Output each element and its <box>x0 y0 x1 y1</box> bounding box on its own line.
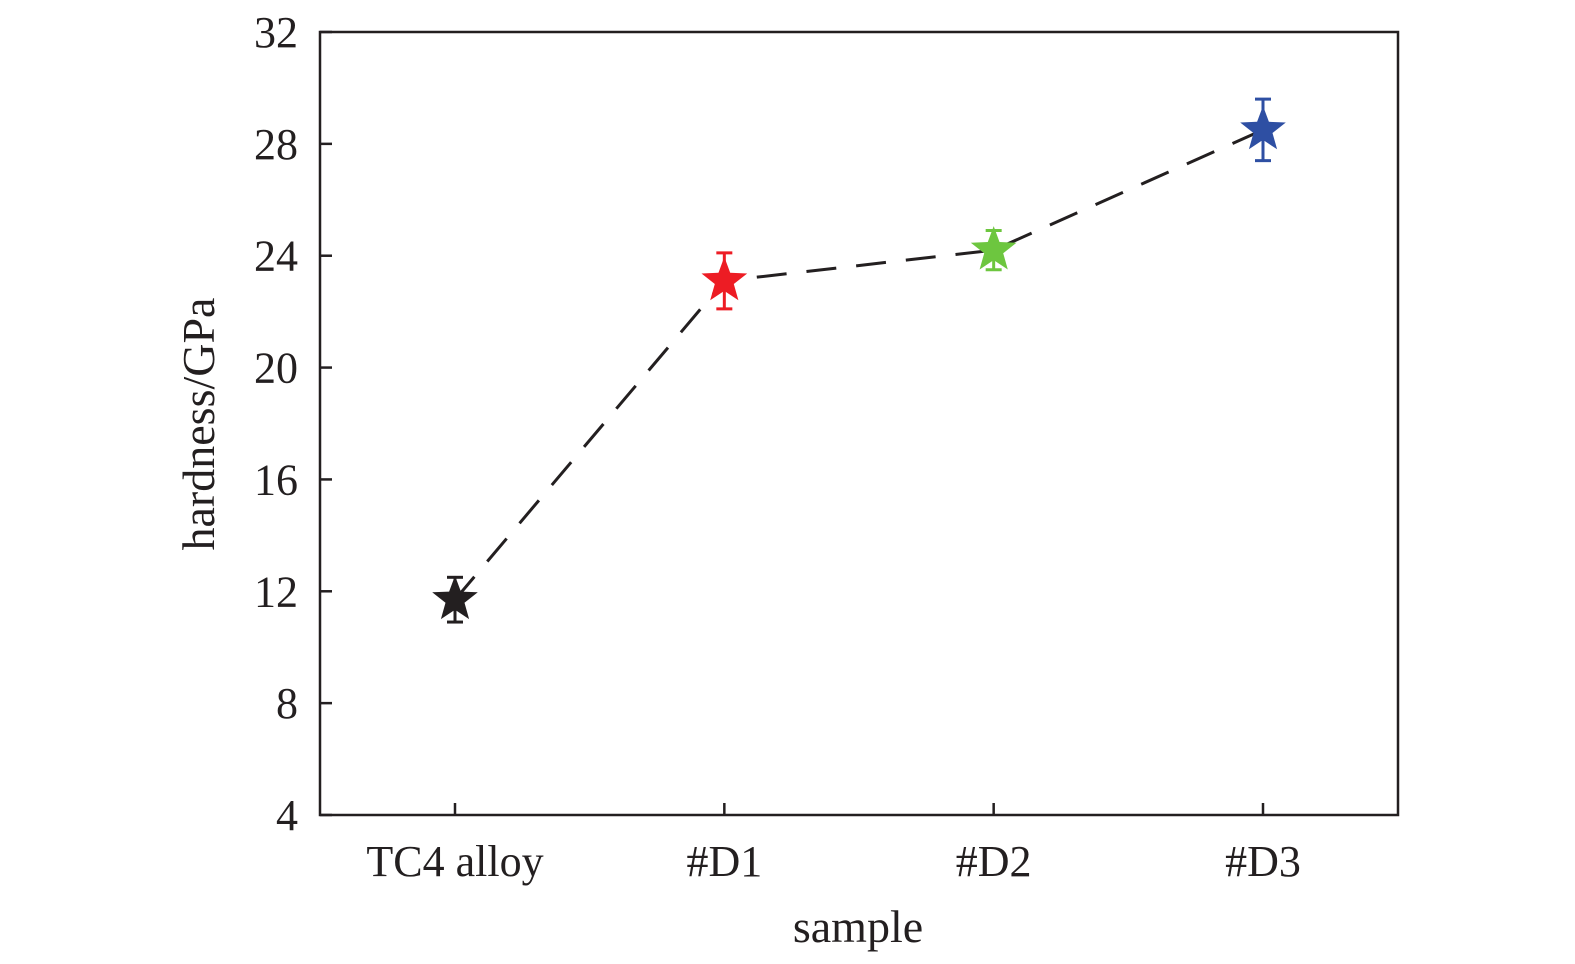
x-tick-label: #D2 <box>956 837 1032 886</box>
y-tick-label: 16 <box>254 455 298 504</box>
y-tick-label: 24 <box>254 232 298 281</box>
star-marker <box>432 575 478 620</box>
x-axis-label: sample <box>793 901 923 952</box>
x-tick-label: TC4 alloy <box>366 837 543 886</box>
y-tick-label: 32 <box>254 8 298 57</box>
star-marker <box>970 226 1017 270</box>
error-bars <box>447 97 1271 624</box>
x-axis-ticks: TC4 alloy #D1 #D2 #D3 <box>366 803 1301 886</box>
y-axis-label: hardness/GPa <box>173 298 224 551</box>
y-tick-label: 12 <box>254 567 298 616</box>
star-marker <box>701 256 748 301</box>
y-tick-label: 28 <box>254 120 298 169</box>
x-tick-label: #D1 <box>686 837 762 886</box>
plot-frame <box>318 30 1400 817</box>
star-marker <box>1240 105 1286 150</box>
x-tick-label: #D3 <box>1225 837 1301 886</box>
y-tick-label: 4 <box>276 791 298 840</box>
y-tick-label: 8 <box>276 679 298 728</box>
series-dashed-line <box>453 128 1264 601</box>
star-markers <box>432 105 1286 620</box>
y-axis-ticks: 4 8 12 16 20 24 28 32 <box>254 8 332 840</box>
y-tick-label: 20 <box>254 344 298 393</box>
